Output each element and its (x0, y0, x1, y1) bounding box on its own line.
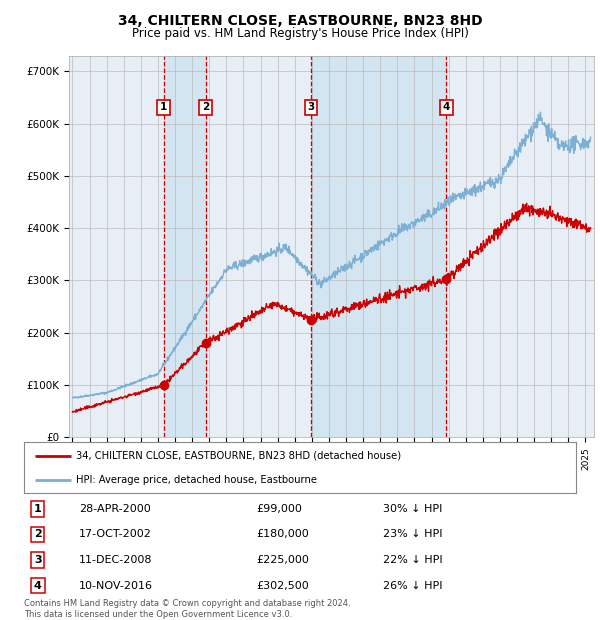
Text: £180,000: £180,000 (256, 529, 308, 539)
Text: 26% ↓ HPI: 26% ↓ HPI (383, 580, 442, 590)
Text: 28-APR-2000: 28-APR-2000 (79, 504, 151, 514)
Text: 34, CHILTERN CLOSE, EASTBOURNE, BN23 8HD (detached house): 34, CHILTERN CLOSE, EASTBOURNE, BN23 8HD… (76, 451, 401, 461)
Text: Contains HM Land Registry data © Crown copyright and database right 2024.
This d: Contains HM Land Registry data © Crown c… (24, 600, 350, 619)
Text: 3: 3 (307, 102, 314, 112)
Text: £302,500: £302,500 (256, 580, 308, 590)
Bar (311, 56, 446, 437)
Text: 2: 2 (202, 102, 209, 112)
Text: 23% ↓ HPI: 23% ↓ HPI (383, 529, 442, 539)
Text: 4: 4 (443, 102, 450, 112)
Text: £99,000: £99,000 (256, 504, 302, 514)
Bar (164, 56, 206, 437)
Text: Price paid vs. HM Land Registry's House Price Index (HPI): Price paid vs. HM Land Registry's House … (131, 27, 469, 40)
Text: 3: 3 (34, 555, 41, 565)
Text: 17-OCT-2002: 17-OCT-2002 (79, 529, 152, 539)
Text: £225,000: £225,000 (256, 555, 309, 565)
Text: 34, CHILTERN CLOSE, EASTBOURNE, BN23 8HD: 34, CHILTERN CLOSE, EASTBOURNE, BN23 8HD (118, 14, 482, 28)
Text: 4: 4 (34, 580, 42, 590)
Text: 30% ↓ HPI: 30% ↓ HPI (383, 504, 442, 514)
Text: 22% ↓ HPI: 22% ↓ HPI (383, 555, 442, 565)
Text: HPI: Average price, detached house, Eastbourne: HPI: Average price, detached house, East… (76, 475, 317, 485)
Text: 1: 1 (34, 504, 41, 514)
Text: 10-NOV-2016: 10-NOV-2016 (79, 580, 153, 590)
Text: 2: 2 (34, 529, 41, 539)
Text: 11-DEC-2008: 11-DEC-2008 (79, 555, 152, 565)
Text: 1: 1 (160, 102, 167, 112)
